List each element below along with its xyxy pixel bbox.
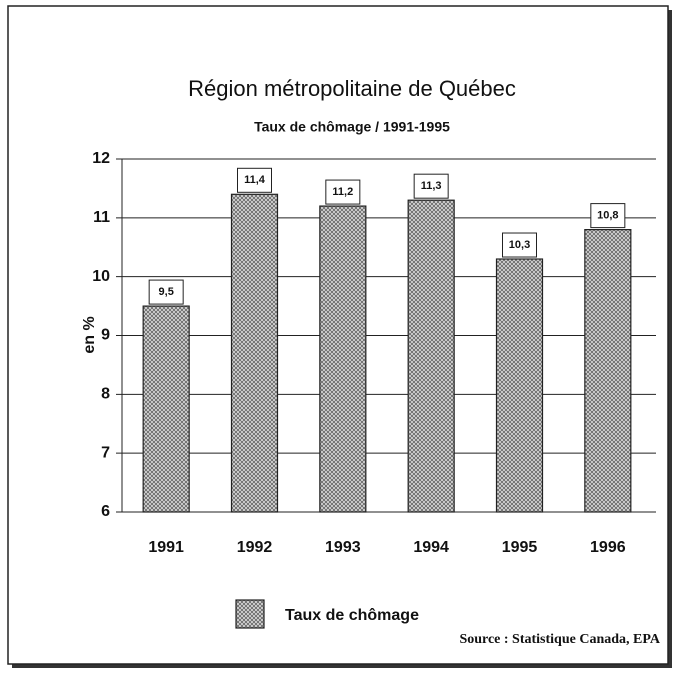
x-tick-label: 1995 xyxy=(502,539,538,556)
value-label-box xyxy=(148,279,184,305)
value-label-box xyxy=(502,232,537,258)
value-label: 11,2 xyxy=(332,186,353,198)
value-label-box xyxy=(590,203,626,229)
x-tick-label: 1993 xyxy=(325,539,361,556)
chart-subtitle: Taux de chômage / 1991-1995 xyxy=(254,119,450,135)
bar xyxy=(407,199,455,513)
legend-swatch xyxy=(235,599,265,629)
source: Source : Statistique Canada, EPA xyxy=(459,632,660,647)
y-axis-label: en % xyxy=(81,316,98,353)
value-label-box xyxy=(413,173,449,199)
value-label: 10,3 xyxy=(509,239,530,251)
y-tick-label: 7 xyxy=(101,444,110,461)
x-tick-label: 1991 xyxy=(148,539,184,556)
y-tick-label: 8 xyxy=(101,386,110,403)
value-label: 11,3 xyxy=(421,180,442,192)
y-tick-label: 9 xyxy=(101,327,110,344)
bar xyxy=(584,229,632,513)
value-label: 10,8 xyxy=(597,210,618,222)
chart-title: Région métropolitaine de Québec xyxy=(188,76,516,101)
value-label: 9,5 xyxy=(159,286,174,298)
value-label-box xyxy=(325,179,361,205)
y-tick-label: 6 xyxy=(101,503,110,520)
x-tick-label: 1992 xyxy=(237,539,273,556)
y-tick-label: 10 xyxy=(92,268,110,285)
x-tick-label: 1996 xyxy=(590,539,626,556)
y-tick-label: 11 xyxy=(93,209,110,226)
bar xyxy=(495,258,544,513)
bar xyxy=(230,193,279,513)
y-tick-label: 12 xyxy=(92,150,110,167)
x-tick-label: 1994 xyxy=(413,539,449,556)
legend-label: Taux de chômage xyxy=(285,607,419,624)
bar xyxy=(319,205,367,513)
bar xyxy=(142,305,190,513)
value-label: 11,4 xyxy=(244,174,266,186)
value-label-box xyxy=(237,167,272,193)
